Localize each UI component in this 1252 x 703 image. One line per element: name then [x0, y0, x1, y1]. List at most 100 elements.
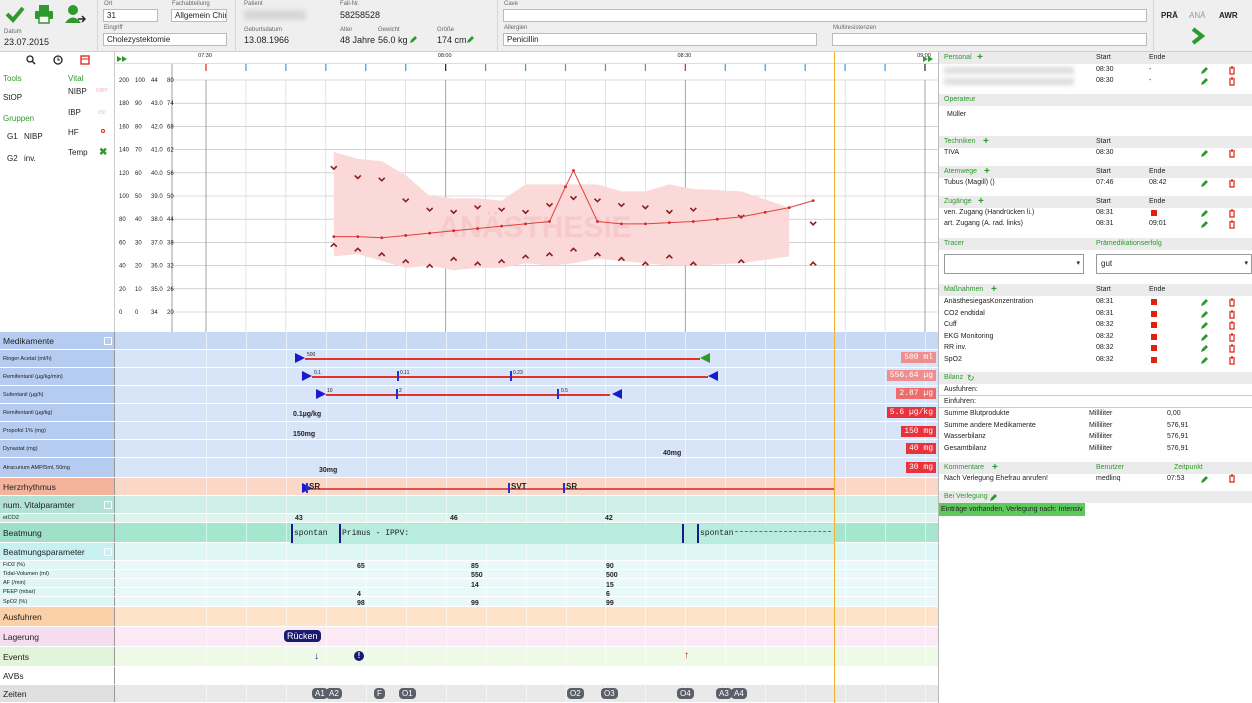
delete-icon[interactable]: [1228, 333, 1236, 342]
row-grid-line: [885, 386, 887, 403]
delete-icon[interactable]: [1228, 66, 1236, 75]
edit-verlegung-icon[interactable]: [989, 493, 998, 502]
tab-awr[interactable]: AWR: [1219, 11, 1238, 20]
refresh-icon[interactable]: ↻: [967, 373, 975, 383]
g2-value[interactable]: inv.: [24, 154, 36, 163]
delete-icon[interactable]: [1228, 344, 1236, 353]
edit-gewicht-icon[interactable]: [409, 35, 418, 44]
delete-icon[interactable]: [1228, 309, 1236, 319]
zeit-marker[interactable]: O1: [399, 688, 416, 699]
g1-value[interactable]: NIBP: [24, 132, 43, 141]
vital-hf[interactable]: HF: [68, 128, 79, 137]
clock-icon[interactable]: [53, 55, 63, 65]
spontan-wave: [735, 531, 831, 535]
edit-icon[interactable]: [1200, 77, 1209, 86]
infusion-end-marker[interactable]: [700, 353, 710, 363]
infusion-marker[interactable]: [612, 389, 622, 399]
edit-icon[interactable]: [1200, 321, 1209, 330]
edit-icon[interactable]: [1200, 475, 1209, 484]
edit-icon[interactable]: [1200, 310, 1209, 319]
infusion-marker[interactable]: [708, 371, 718, 381]
delete-icon[interactable]: [1228, 474, 1236, 483]
edit-icon[interactable]: [1200, 356, 1209, 365]
massnahme-stop-icon[interactable]: [1151, 357, 1157, 363]
infusion-marker[interactable]: [316, 389, 326, 399]
delete-icon[interactable]: [1228, 298, 1236, 307]
zeit-marker[interactable]: A4: [731, 688, 747, 699]
delete-icon[interactable]: [1228, 77, 1236, 86]
eingriff-field[interactable]: Cholezystektomie: [103, 33, 227, 46]
delete-icon[interactable]: [1228, 321, 1236, 330]
tracer-select[interactable]: ▾: [944, 254, 1084, 274]
zeit-marker[interactable]: A2: [326, 688, 342, 699]
infusion-start-marker[interactable]: [295, 353, 305, 363]
vital-temp[interactable]: Temp: [68, 148, 88, 157]
massnahme-stop-icon[interactable]: [1151, 345, 1157, 352]
massnahme-stop-icon[interactable]: [1151, 322, 1157, 329]
infusion-marker[interactable]: [302, 371, 312, 381]
edit-icon[interactable]: [1200, 220, 1209, 229]
scroll-forward-icon[interactable]: [923, 56, 933, 62]
next-arrow-icon[interactable]: [1190, 27, 1206, 45]
scroll-back-icon[interactable]: [117, 56, 127, 62]
delete-icon[interactable]: [1228, 356, 1236, 365]
add-personal-icon[interactable]: +: [977, 52, 983, 63]
vital-nibp[interactable]: NIBP: [68, 87, 87, 96]
row-grid-line: [206, 523, 207, 542]
user-transfer-icon[interactable]: [64, 4, 86, 24]
allergien-field[interactable]: Penicillin: [503, 33, 817, 46]
add-atemweg-icon[interactable]: +: [984, 166, 990, 177]
event-info-icon[interactable]: !: [354, 651, 364, 661]
delete-icon[interactable]: [1228, 179, 1236, 188]
lagerung-tag[interactable]: Rücken: [284, 630, 321, 642]
row-grid-line: [525, 570, 527, 578]
collapse-toggle-icon[interactable]: -: [104, 547, 112, 556]
zeit-marker[interactable]: O3: [601, 688, 618, 699]
collapse-toggle-icon[interactable]: -: [104, 336, 112, 345]
event-down-arrow-icon[interactable]: ↓: [314, 651, 319, 662]
tab-pra[interactable]: PRÄ: [1161, 11, 1178, 20]
zeit-marker[interactable]: A3: [716, 688, 732, 699]
add-zugang-icon[interactable]: +: [978, 196, 984, 207]
edit-icon[interactable]: [1200, 344, 1209, 353]
edit-icon[interactable]: [1200, 209, 1209, 218]
ort-field[interactable]: 31: [103, 9, 158, 22]
tab-ana[interactable]: ANÄ: [1189, 11, 1206, 20]
row-grid-line: [325, 440, 327, 457]
calendar-icon[interactable]: [80, 55, 90, 65]
delete-icon[interactable]: [1228, 220, 1236, 229]
massnahme-stop-icon[interactable]: [1151, 299, 1157, 305]
massnahme-stop-icon[interactable]: [1151, 310, 1157, 317]
edit-icon[interactable]: [1200, 66, 1209, 75]
row-grid-line: [765, 627, 767, 646]
collapse-toggle-icon[interactable]: -: [104, 500, 112, 509]
nibp-mean-point: [763, 210, 767, 214]
vital-ibp[interactable]: IBP: [68, 108, 81, 117]
edit-icon[interactable]: [1200, 149, 1209, 158]
multiresistenzen-field[interactable]: [832, 33, 1147, 46]
print-icon[interactable]: [34, 4, 54, 24]
add-technik-icon[interactable]: +: [983, 136, 989, 147]
edit-icon[interactable]: [1200, 333, 1209, 342]
edit-icon[interactable]: [1200, 298, 1209, 307]
stop-item[interactable]: StOP: [3, 93, 23, 102]
praemed-select[interactable]: gut ▾: [1096, 254, 1252, 274]
edit-groesse-icon[interactable]: [466, 35, 475, 44]
add-kommentar-icon[interactable]: +: [992, 462, 998, 473]
zeit-marker[interactable]: A1: [312, 688, 328, 699]
zeit-marker[interactable]: O2: [567, 688, 584, 699]
cave-field[interactable]: [503, 9, 1147, 22]
zeit-marker[interactable]: O4: [677, 688, 694, 699]
add-massnahme-icon[interactable]: +: [991, 284, 997, 295]
search-icon[interactable]: [26, 55, 36, 65]
delete-icon[interactable]: [1228, 209, 1236, 218]
fachabteilung-field[interactable]: Allgemein Chir.: [171, 9, 227, 22]
massnahme-stop-icon[interactable]: [1151, 333, 1157, 340]
zugang-stop-icon[interactable]: [1151, 210, 1157, 216]
check-icon[interactable]: [5, 5, 25, 23]
edit-icon[interactable]: [1200, 179, 1209, 188]
event-up-arrow-icon[interactable]: ↑: [684, 650, 689, 661]
delete-icon[interactable]: [1228, 149, 1236, 158]
zeit-marker[interactable]: F: [374, 688, 385, 699]
